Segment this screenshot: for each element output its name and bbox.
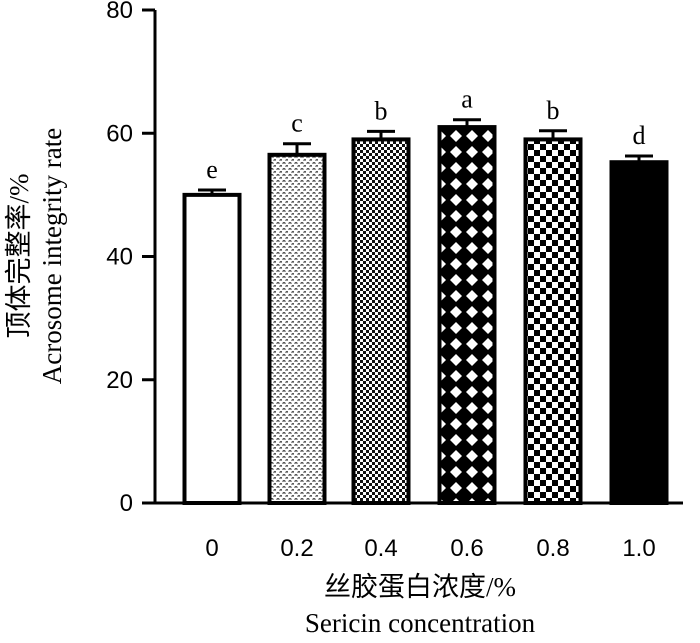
x-axis: 0 0.2 0.4 0.6 0.8 1.0 [154,501,683,562]
significance-label: b [375,96,388,125]
x-tick-label: 0 [205,535,218,562]
x-axis-title-cn: 丝胶蛋白浓度/% [324,572,516,602]
y-ticks: 0 20 40 60 80 [106,0,155,517]
bar-group: d [609,121,669,505]
x-tick-label: 0.4 [364,535,397,562]
bar-group: c [267,109,327,505]
bar-group: a [437,85,497,506]
significance-label: c [291,109,303,138]
x-axis-title-en: Sericin concentration [305,608,536,638]
significance-label: d [633,121,646,150]
bar-group: b [351,96,411,505]
y-tick-label: 60 [106,120,133,147]
bar [437,125,497,506]
x-tick-label: 0.2 [280,535,313,562]
bar [267,152,327,505]
y-axis-title-en: Acrosome integrity rate [37,128,67,384]
significance-label: b [547,96,560,125]
y-axis-title-cn: 顶体完整率/% [4,174,34,339]
significance-label: e [206,155,218,184]
bar [609,160,669,505]
significance-label: a [461,85,473,114]
y-tick-label: 0 [120,490,133,517]
x-tick-label: 0.6 [450,535,483,562]
x-tick-label: 1.0 [622,535,655,562]
bar-group: b [523,96,583,505]
x-tick-label: 0.8 [536,535,569,562]
bar-group: e [182,155,242,505]
bar [523,137,583,505]
y-tick-label: 80 [106,0,133,24]
bar [182,192,242,505]
y-tick-label: 20 [106,367,133,394]
x-ticks: 0 0.2 0.4 0.6 0.8 1.0 [205,535,655,562]
bar [351,137,411,505]
y-tick-label: 40 [106,244,133,271]
bars: e c b a b d [182,85,669,506]
y-axis: 0 20 40 60 80 [106,0,157,517]
